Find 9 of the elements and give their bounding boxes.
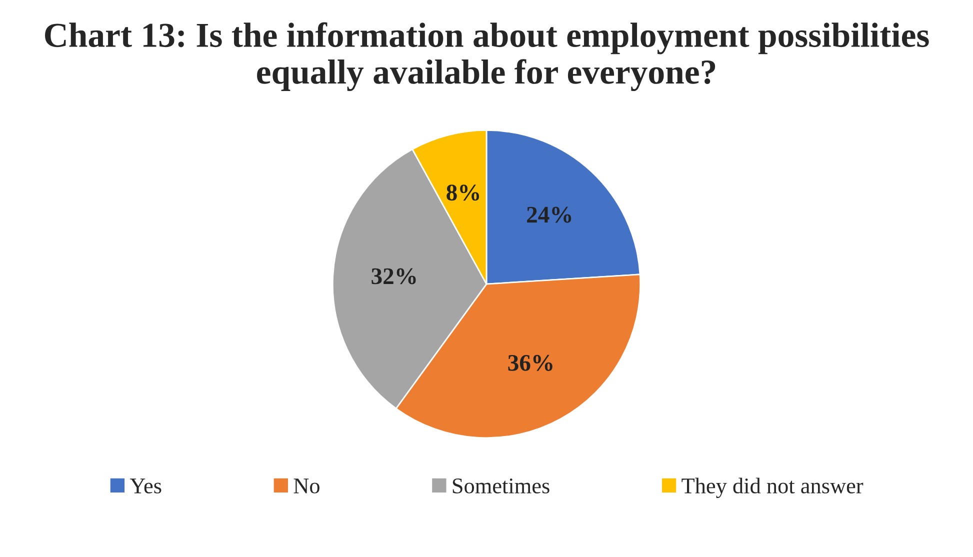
data-label: 24% <box>527 206 572 223</box>
data-label: 32% <box>372 268 416 284</box>
data-label: 36% <box>508 354 552 371</box>
legend-label: Sometimes <box>452 478 550 494</box>
legend-label: No <box>294 478 320 494</box>
chart-title: Chart 13: Is the information about employment possibilities equally available for everyone? <box>45 22 929 92</box>
legend-label: They did not answer <box>682 478 864 498</box>
data-label: 8% <box>446 184 480 201</box>
legend-label: Yes <box>130 478 162 494</box>
